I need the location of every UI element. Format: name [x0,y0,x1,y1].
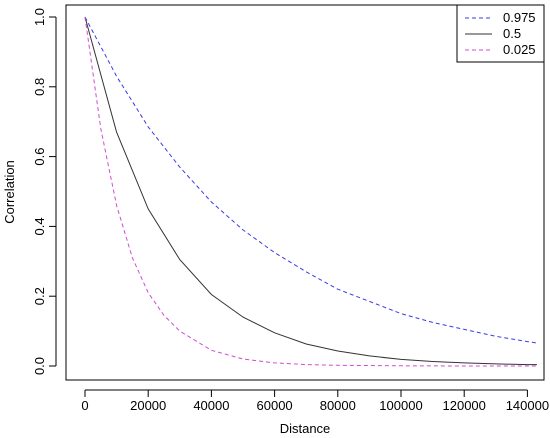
legend-label: 0.025 [503,42,536,57]
y-tick-label: 0.6 [32,148,47,166]
legend-label: 0.975 [503,10,536,25]
x-tick-label: 140000 [506,398,549,413]
series-line-0.5 [84,16,537,366]
plot-frame [65,4,545,381]
y-tick-label: 0.4 [32,217,47,235]
x-tick-label: 40000 [193,398,229,413]
x-tick-label: 100000 [379,398,422,413]
x-axis-title: Distance [280,421,331,436]
x-tick-label: 80000 [320,398,356,413]
y-axis: 0.0 0.2 0.4 0.6 0.8 1.0 [32,8,57,375]
series-line-0.025 [84,16,537,367]
x-tick-label: 20000 [130,398,166,413]
y-tick-label: 0.2 [32,287,47,305]
series-line-0.975 [84,16,537,344]
x-axis: 0 20000 40000 60000 80000 100000 120000 140000 [81,389,549,413]
y-axis-title: Correlation [2,160,17,224]
x-tick-label: 120000 [443,398,486,413]
x-tick-label: 60000 [257,398,293,413]
y-tick-label: 0.8 [32,78,47,96]
y-tick-label: 1.0 [32,8,47,26]
legend-label: 0.5 [503,26,521,41]
x-tick-label: 0 [81,398,88,413]
series-layer [84,16,537,367]
y-tick-label: 0.0 [32,357,47,375]
